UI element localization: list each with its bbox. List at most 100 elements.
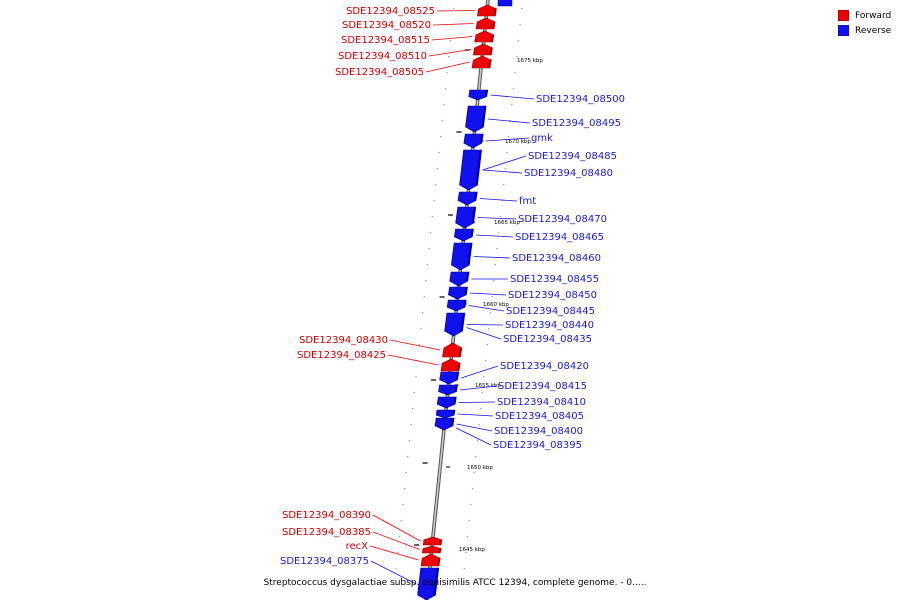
gene-SDE12394_08400[interactable]: SDE12394_08400 [434,417,583,437]
gene-SDE12394_08420[interactable]: SDE12394_08420 [439,361,589,385]
gene-arrow[interactable] [455,206,477,229]
gene-label[interactable]: SDE12394_08405 [495,411,584,422]
gene-label[interactable]: SDE12394_08455 [510,274,599,285]
gene-arrow[interactable] [477,4,497,17]
gene-arrow[interactable] [468,89,489,101]
gene-arrow[interactable] [463,133,484,149]
gene-label[interactable]: SDE12394_08430 [299,335,388,346]
gene-arrow[interactable] [451,242,473,271]
gene-label[interactable]: SDE12394_08495 [532,118,621,129]
gene-label[interactable]: SDE12394_08435 [503,334,592,345]
gene-arrow[interactable] [449,271,470,287]
gene-SDE12394_08505[interactable]: SDE12394_08505 [335,55,492,78]
guide-dot [429,231,432,234]
gene-SDE12394_08430[interactable]: SDE12394_08430 [299,335,463,358]
gene-arrow[interactable] [453,228,474,242]
gene-SDE12394_08390[interactable]: SDE12394_08390 [282,510,443,546]
gene-arrow[interactable] [435,409,456,419]
gene-SDE12394_08470[interactable]: SDE12394_08470 [455,206,607,229]
gene-arrow[interactable] [448,286,468,300]
gene-arrow[interactable] [422,536,443,546]
gene-SDE12394_08415[interactable]: SDE12394_08415 [438,381,587,396]
gene-arrow[interactable] [457,191,478,206]
gene-arrow[interactable] [459,149,482,191]
gene-SDE12394_08395[interactable]: SDE12394_08395 [455,427,582,451]
gene-arrow[interactable] [446,299,467,312]
guide-dot [504,167,507,170]
gene-fmt[interactable]: fmt [457,191,536,207]
gene-arrow[interactable] [442,342,463,358]
gene-label[interactable]: SDE12394_08400 [494,426,583,437]
gene-leader-line [387,354,439,366]
gene-shade [481,106,487,127]
gene-label[interactable]: SDE12394_08505 [335,67,424,78]
gene-SDE12394_08515[interactable]: SDE12394_08515 [341,30,495,46]
guide-dot [494,263,497,266]
gene-label[interactable]: SDE12394_08420 [500,361,589,372]
gene-label[interactable]: SDE12394_08375 [280,556,369,567]
gene-label[interactable]: SDE12394_08485 [528,151,617,162]
gene-SDE12394_08440[interactable]: SDE12394_08440 [444,312,594,337]
gene-label[interactable]: SDE12394_08480 [524,168,613,179]
gene-arrow[interactable] [421,545,442,554]
gene-label[interactable]: SDE12394_08460 [512,253,601,264]
gene-label[interactable]: SDE12394_08415 [498,381,587,392]
gene-SDE12394_08375[interactable]: SDE12394_08375 [280,556,440,600]
gene-SDE12394_08500[interactable]: SDE12394_08500 [468,89,625,105]
gene-arrow[interactable] [474,30,495,43]
gene-SDE12394_08510[interactable]: SDE12394_08510 [338,43,493,62]
gene-label[interactable]: SDE12394_08525 [346,6,435,17]
gene-arrow[interactable] [465,105,487,133]
gene-SDE12394_08450[interactable]: SDE12394_08450 [448,286,597,301]
gene-SDE12394_08485[interactable]: SDE12394_08485 [459,149,617,191]
gene-label[interactable]: SDE12394_08515 [341,35,430,46]
gene-arrow[interactable] [440,358,461,372]
guide-dot [492,279,495,282]
gene-label[interactable]: SDE12394_08445 [506,306,595,317]
gene-arrow[interactable] [436,396,457,409]
gene-arrow[interactable] [434,417,455,431]
gene-label[interactable]: SDE12394_08470 [518,214,607,225]
gene-SDE12394_08410[interactable]: SDE12394_08410 [436,396,586,409]
gene-label[interactable]: gmk [531,133,553,144]
gene-SDE12394_08525[interactable]: SDE12394_08525 [346,4,497,17]
gene-label[interactable]: SDE12394_08500 [536,94,625,105]
gene-arrow[interactable] [417,567,440,600]
gene-SDE12394_08445[interactable]: SDE12394_08445 [446,299,595,317]
gene-arrow[interactable] [439,371,460,385]
gene-SDE12394_08495[interactable]: SDE12394_08495 [465,105,621,133]
gene-SDE12394_08460[interactable]: SDE12394_08460 [451,242,601,271]
gene-label[interactable]: SDE12394_08510 [338,51,427,62]
gene-arrow[interactable] [438,384,458,396]
gene-label[interactable]: SDE12394_08385 [282,527,371,538]
gene-arrow[interactable] [471,55,492,69]
gene-label[interactable]: SDE12394_08410 [497,397,586,408]
gene-SDE12394_08425[interactable]: SDE12394_08425 [297,350,461,372]
gene-label[interactable]: SDE12394_08520 [342,20,431,31]
gene-label[interactable]: SDE12394_08440 [505,320,594,331]
gene-label[interactable]: recX [346,541,369,552]
guide-dot [466,535,469,538]
gene-label[interactable]: fmt [519,196,536,207]
gene-gmk[interactable]: gmk [463,133,553,149]
gene-arrow[interactable] [444,312,466,337]
gene-SDE12394_08480[interactable]: SDE12394_08480 [482,168,613,179]
gene-SDE12394_08435[interactable]: SDE12394_08435 [466,327,592,346]
guide-dot [411,407,414,410]
gene-SDE12394_08520[interactable]: SDE12394_08520 [342,17,496,31]
gene-label[interactable]: SDE12394_08425 [297,350,386,361]
gene-label[interactable]: SDE12394_08465 [515,232,604,243]
gene-SDE12394_08385[interactable]: SDE12394_08385 [282,527,442,554]
gene-SDE12394_08405[interactable]: SDE12394_08405 [435,409,584,422]
gene-arrow[interactable] [473,43,493,56]
gene-arrow[interactable] [475,17,496,30]
gene-arrow[interactable] [420,553,441,567]
gene-SDE12394_08455[interactable]: SDE12394_08455 [449,271,599,287]
gene-label[interactable]: SDE12394_08395 [493,440,582,451]
gene-label[interactable]: SDE12394_08450 [508,290,597,301]
gene-recX[interactable]: recX [346,541,441,567]
gene-SDE12394_08465[interactable]: SDE12394_08465 [453,228,604,243]
guide-dot [441,119,444,122]
gene-label[interactable]: SDE12394_08390 [282,510,371,521]
